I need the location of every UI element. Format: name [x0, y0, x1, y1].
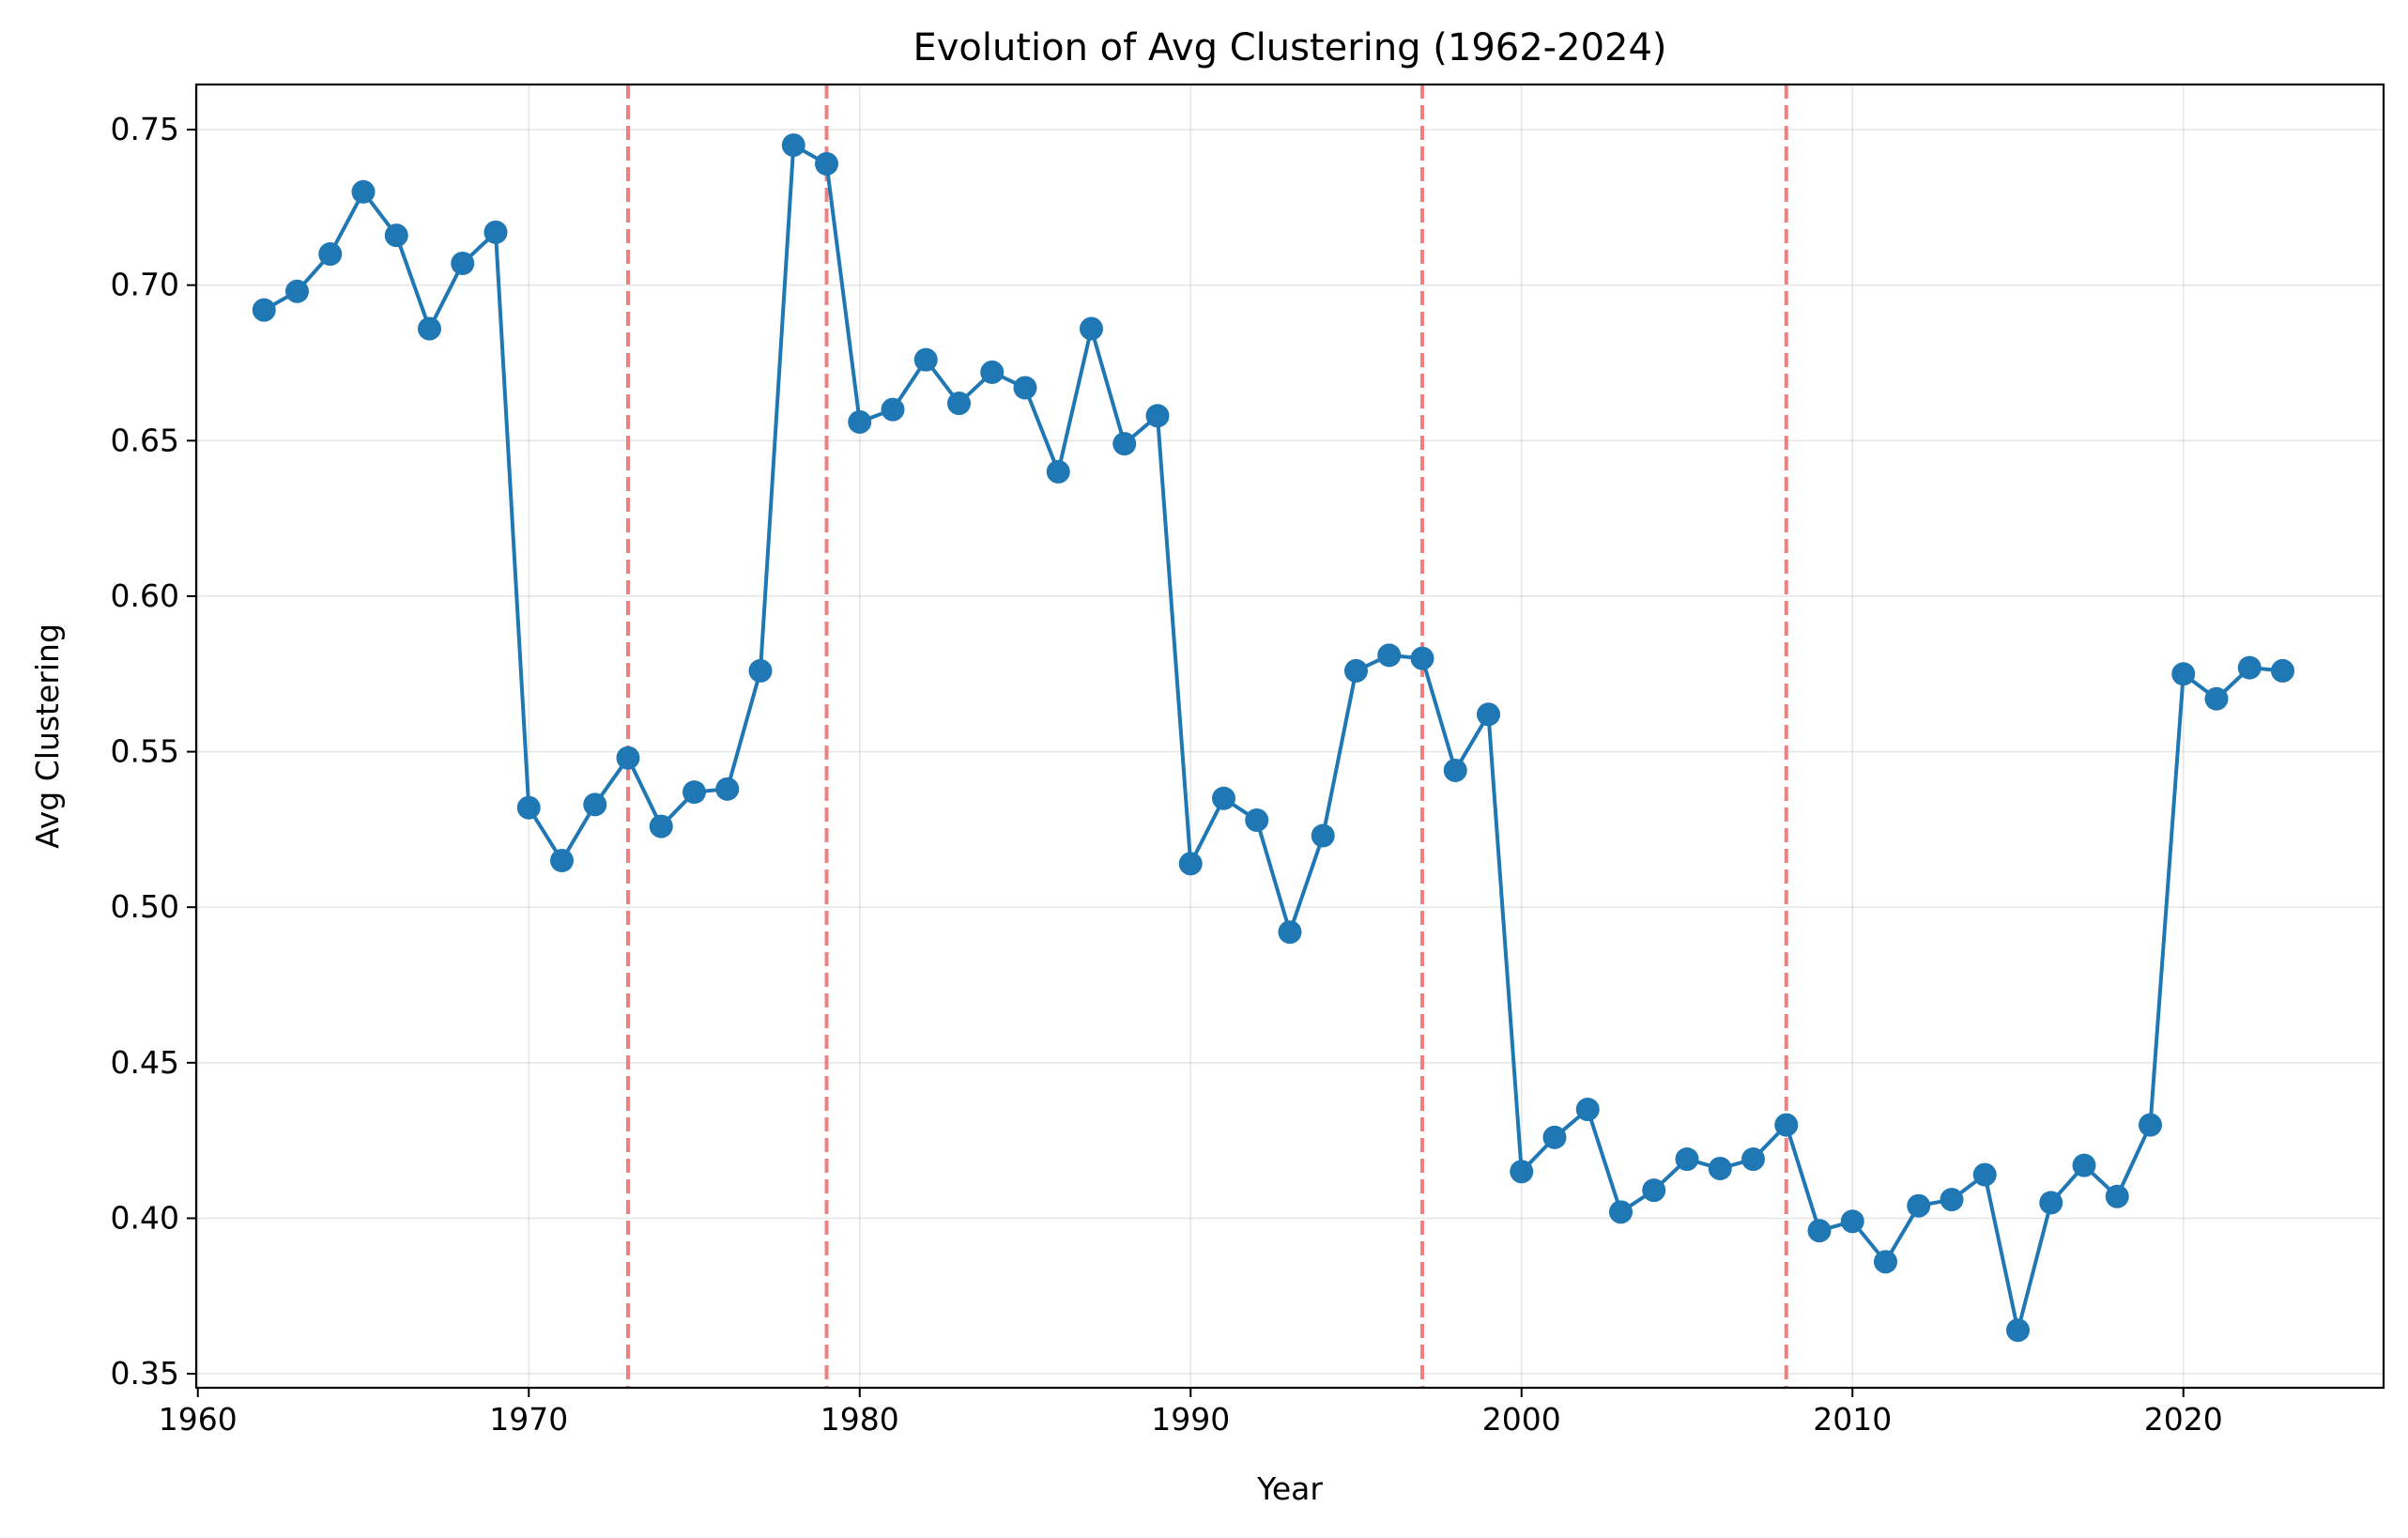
data-point	[1410, 646, 1434, 670]
data-point	[1178, 852, 1203, 876]
data-point	[781, 133, 805, 158]
x-axis-label: Year	[1256, 1470, 1323, 1507]
data-point	[616, 746, 640, 770]
data-point	[2138, 1113, 2162, 1137]
data-point	[1343, 658, 1368, 683]
data-point	[252, 298, 276, 322]
y-tick-label: 0.35	[111, 1355, 179, 1392]
y-tick-label: 0.55	[111, 733, 179, 770]
data-point	[1907, 1193, 1931, 1218]
data-point	[1741, 1147, 1765, 1172]
data-point	[1377, 643, 1402, 668]
data-point	[715, 777, 740, 801]
data-point	[1245, 807, 1269, 832]
y-tick-label: 0.50	[111, 888, 179, 925]
data-point	[550, 849, 575, 873]
data-point	[483, 220, 508, 244]
data-point	[1542, 1125, 1567, 1149]
data-point	[1642, 1178, 1666, 1203]
data-point	[683, 780, 707, 805]
data-point	[2039, 1191, 2063, 1215]
data-point	[913, 347, 938, 372]
data-point	[351, 179, 376, 204]
data-point	[748, 658, 773, 683]
data-point	[1873, 1250, 1897, 1274]
data-point	[583, 792, 607, 817]
data-point	[1708, 1156, 1732, 1180]
data-point	[2005, 1318, 2030, 1343]
x-tick-label: 1960	[159, 1401, 238, 1438]
data-point	[649, 814, 673, 838]
x-tick-label: 2020	[2144, 1401, 2223, 1438]
axis-ticks: 1960 1970 1980 1990 2000 2010 2020 0.35 0.40 0.45…	[111, 111, 2223, 1438]
data-point	[2270, 658, 2294, 683]
data-point	[1212, 786, 1236, 810]
x-tick-label: 2010	[1813, 1401, 1892, 1438]
data-point	[848, 409, 872, 434]
data-point	[384, 223, 408, 248]
x-tick-label: 2000	[1482, 1401, 1561, 1438]
data-point	[1476, 702, 1500, 727]
event-markers	[626, 85, 1788, 1388]
y-tick-label: 0.45	[111, 1044, 179, 1081]
data-point	[1278, 920, 1302, 945]
data-point	[1575, 1098, 1600, 1122]
x-tick-label: 1970	[489, 1401, 568, 1438]
data-point	[1510, 1160, 1534, 1184]
data-point	[1940, 1188, 1964, 1212]
y-tick-label: 0.40	[111, 1199, 179, 1236]
data-point	[947, 392, 972, 416]
data-point	[1972, 1162, 1997, 1187]
data-point	[1013, 376, 1037, 400]
y-tick-label: 0.70	[111, 267, 179, 303]
series-layer	[252, 133, 2294, 1343]
grid-lines	[196, 85, 2384, 1388]
x-tick-label: 1990	[1151, 1401, 1230, 1438]
data-point	[1311, 823, 1335, 848]
data-point	[2105, 1184, 2129, 1208]
y-tick-label: 0.65	[111, 422, 179, 458]
data-point	[980, 360, 1005, 384]
y-tick-label: 0.75	[111, 111, 179, 147]
y-axis-label: Avg Clustering	[29, 623, 66, 849]
data-point	[451, 251, 475, 275]
data-point	[418, 316, 442, 341]
data-point	[1080, 316, 1104, 341]
data-point	[2072, 1153, 2096, 1177]
y-tick-label: 0.60	[111, 577, 179, 614]
chart-title: Evolution of Avg Clustering (1962-2024)	[913, 26, 1666, 69]
data-point	[881, 397, 905, 422]
data-point	[1443, 758, 1467, 782]
data-point	[1112, 432, 1137, 456]
data-point	[1046, 459, 1070, 484]
data-point	[1145, 404, 1170, 428]
data-point	[2237, 655, 2262, 680]
data-point	[2171, 662, 2196, 686]
data-point	[2204, 686, 2229, 711]
data-point	[1807, 1219, 1832, 1243]
data-point	[285, 279, 310, 303]
data-point	[516, 795, 541, 820]
x-tick-label: 1980	[821, 1401, 899, 1438]
data-point	[1774, 1113, 1799, 1137]
data-point	[1675, 1147, 1699, 1172]
data-point	[815, 151, 839, 176]
data-point	[318, 242, 343, 267]
plot-frame	[194, 83, 2385, 1390]
data-point	[1840, 1209, 1864, 1234]
data-point	[1608, 1200, 1633, 1224]
